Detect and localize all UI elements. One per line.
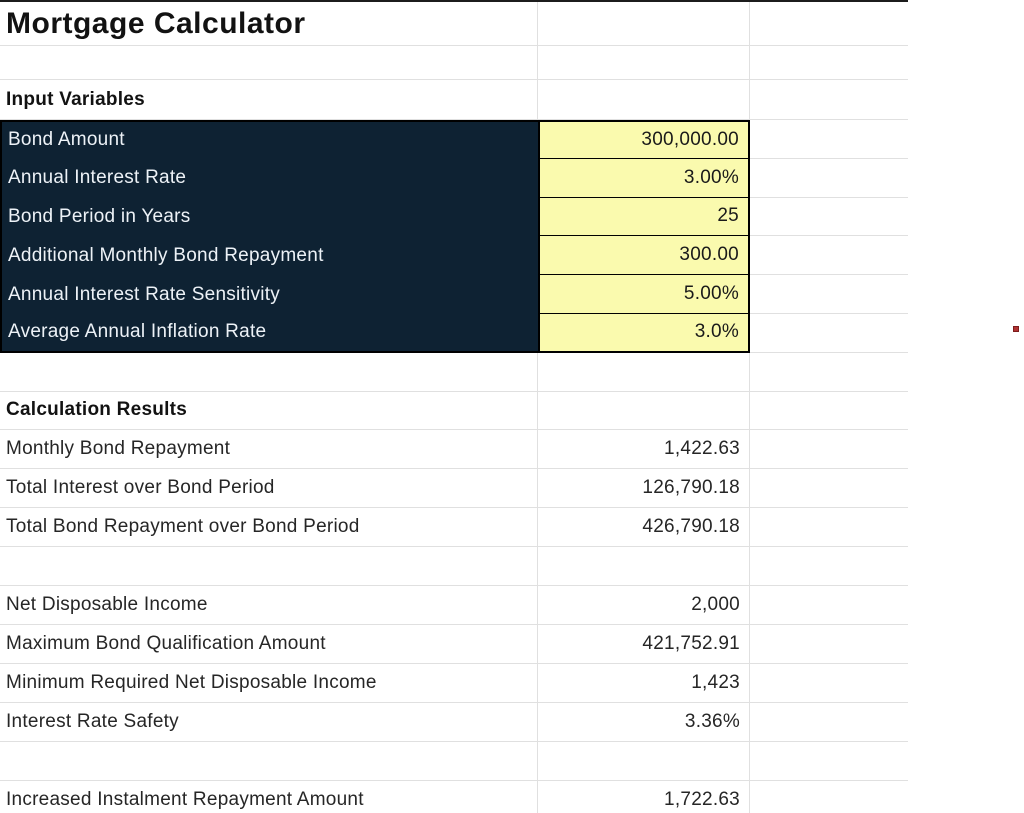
empty-cell	[750, 2, 908, 46]
title-row: Mortgage Calculator	[0, 2, 908, 46]
empty-cell	[750, 159, 908, 198]
empty-cell	[750, 586, 908, 626]
input-label: Annual Interest Rate Sensitivity	[0, 275, 538, 314]
empty-cell	[538, 80, 750, 120]
empty-cell	[750, 664, 908, 704]
red-marker-dot	[1013, 326, 1019, 332]
result-value: 126,790.18	[538, 469, 750, 509]
input-label: Annual Interest Rate	[0, 158, 538, 198]
empty-cell	[538, 46, 750, 80]
input-label: Additional Monthly Bond Repayment	[0, 236, 538, 276]
calculation-results-header-row: Calculation Results	[0, 391, 908, 431]
result-label: Increased Instalment Repayment Amount	[0, 781, 538, 813]
result-row-total-repayment: Total Bond Repayment over Bond Period 42…	[0, 508, 908, 548]
empty-cell	[538, 547, 750, 587]
result-label: Monthly Bond Repayment	[0, 430, 538, 470]
blank-row	[0, 352, 908, 392]
section-header-input-variables: Input Variables	[0, 80, 538, 120]
result-value: 421,752.91	[538, 625, 750, 665]
input-value-cell[interactable]: 3.00%	[538, 158, 750, 198]
input-value-cell[interactable]: 300,000.00	[538, 120, 750, 159]
empty-cell	[0, 352, 538, 392]
input-value-cell[interactable]: 25	[538, 197, 750, 237]
result-label: Interest Rate Safety	[0, 703, 538, 743]
empty-cell	[538, 2, 750, 46]
empty-cell	[750, 430, 908, 470]
result-label: Total Interest over Bond Period	[0, 469, 538, 509]
section-header-calculation-results: Calculation Results	[0, 391, 538, 431]
result-value: 3.36%	[538, 703, 750, 743]
empty-cell	[750, 236, 908, 276]
empty-cell	[750, 46, 908, 80]
empty-cell	[750, 392, 908, 431]
empty-cell	[750, 742, 908, 782]
empty-cell	[750, 625, 908, 665]
input-row-rate-sensitivity: Annual Interest Rate Sensitivity 5.00%	[0, 275, 908, 314]
input-row-inflation-rate: Average Annual Inflation Rate 3.0%	[0, 313, 908, 353]
input-row-bond-period: Bond Period in Years 25	[0, 197, 908, 237]
empty-cell	[750, 198, 908, 237]
result-value: 1,423	[538, 664, 750, 704]
result-row-monthly-repayment: Monthly Bond Repayment 1,422.63	[0, 430, 908, 470]
result-value: 1,722.63	[538, 781, 750, 813]
empty-cell	[750, 703, 908, 743]
input-value-cell[interactable]: 5.00%	[538, 275, 750, 314]
input-value-cell[interactable]: 3.0%	[538, 313, 750, 353]
empty-cell	[0, 742, 538, 782]
empty-cell	[750, 547, 908, 587]
empty-cell	[750, 508, 908, 548]
result-row-net-disposable-income: Net Disposable Income 2,000	[0, 586, 908, 626]
result-label: Maximum Bond Qualification Amount	[0, 625, 538, 665]
result-label: Minimum Required Net Disposable Income	[0, 664, 538, 704]
empty-cell	[538, 742, 750, 782]
empty-cell	[750, 469, 908, 509]
empty-cell	[750, 314, 908, 353]
empty-cell	[0, 547, 538, 587]
result-row-interest-rate-safety: Interest Rate Safety 3.36%	[0, 703, 908, 743]
input-variables-header-row: Input Variables	[0, 80, 908, 120]
input-row-additional-repayment: Additional Monthly Bond Repayment 300.00	[0, 236, 908, 276]
result-row-min-required-income: Minimum Required Net Disposable Income 1…	[0, 664, 908, 704]
result-label: Total Bond Repayment over Bond Period	[0, 508, 538, 548]
input-row-annual-interest-rate: Annual Interest Rate 3.00%	[0, 158, 908, 198]
result-row-increased-instalment: Increased Instalment Repayment Amount 1,…	[0, 781, 908, 813]
result-row-total-interest: Total Interest over Bond Period 126,790.…	[0, 469, 908, 509]
blank-row	[0, 742, 908, 782]
input-label: Bond Amount	[0, 120, 538, 159]
sheet-grid: Mortgage Calculator Input Variables Bond…	[0, 0, 908, 813]
empty-cell	[750, 353, 908, 392]
page-title: Mortgage Calculator	[0, 2, 538, 46]
empty-cell	[750, 781, 908, 813]
empty-cell	[538, 391, 750, 431]
empty-cell	[750, 120, 908, 159]
result-value: 426,790.18	[538, 508, 750, 548]
empty-cell	[538, 352, 750, 392]
input-label: Bond Period in Years	[0, 197, 538, 237]
result-row-max-qualification: Maximum Bond Qualification Amount 421,75…	[0, 625, 908, 665]
blank-row	[0, 46, 908, 80]
result-value: 2,000	[538, 586, 750, 626]
input-label: Average Annual Inflation Rate	[0, 313, 538, 353]
input-value-cell[interactable]: 300.00	[538, 236, 750, 276]
blank-row	[0, 547, 908, 587]
empty-cell	[0, 46, 538, 80]
result-value: 1,422.63	[538, 430, 750, 470]
result-label: Net Disposable Income	[0, 586, 538, 626]
input-row-bond-amount: Bond Amount 300,000.00	[0, 120, 908, 159]
empty-cell	[750, 275, 908, 314]
empty-cell	[750, 80, 908, 120]
